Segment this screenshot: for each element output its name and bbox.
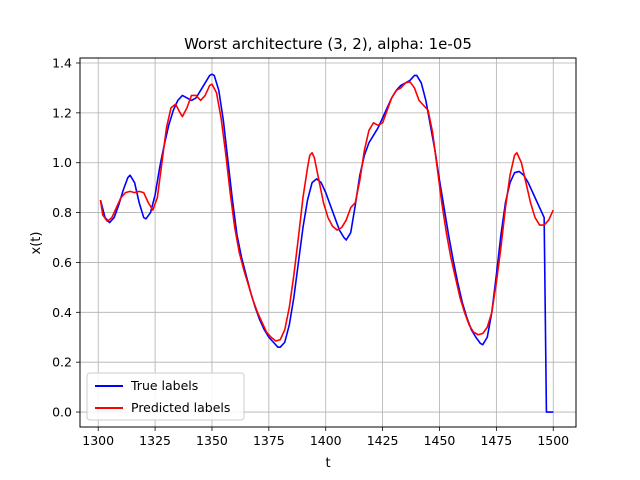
- series-line-predicted: [99, 80, 554, 342]
- x-tick-label: 1375: [253, 433, 285, 448]
- y-tick-label: 0.0: [52, 405, 72, 420]
- legend: True labels Predicted labels: [86, 372, 245, 421]
- y-axis-label: x(t): [29, 232, 44, 255]
- x-tick-label: 1425: [367, 433, 399, 448]
- y-tick-label: 0.6: [52, 255, 72, 270]
- y-tick-label: 0.2: [52, 355, 72, 370]
- series-lines: [99, 73, 554, 413]
- x-tick-label: 1400: [310, 433, 342, 448]
- x-tick-label: 1350: [196, 433, 228, 448]
- x-tick-label: 1475: [480, 433, 512, 448]
- chart-title: Worst architecture (3, 2), alpha: 1e-05: [184, 35, 472, 53]
- series-line-true: [99, 73, 554, 413]
- legend-box: [86, 372, 245, 421]
- y-tick-label: 0.8: [52, 205, 72, 220]
- y-tick-label: 1.2: [52, 105, 72, 120]
- x-tick-label: 1300: [82, 433, 114, 448]
- x-axis-label: t: [325, 456, 330, 471]
- y-tick-label: 0.4: [52, 305, 72, 320]
- x-tick-label: 1500: [537, 433, 569, 448]
- x-tick-label: 1325: [139, 433, 171, 448]
- y-tick-label: 1.0: [52, 155, 72, 170]
- legend-label-predicted: Predicted labels: [131, 400, 230, 415]
- ticks: 1300 1325 1350 1375 1400 1425 1450 1475 1500 0.0 0…: [52, 55, 569, 448]
- y-tick-label: 1.4: [52, 55, 72, 70]
- plot-frame: [79, 57, 577, 428]
- x-tick-label: 1450: [424, 433, 456, 448]
- legend-label-true: True labels: [130, 378, 198, 393]
